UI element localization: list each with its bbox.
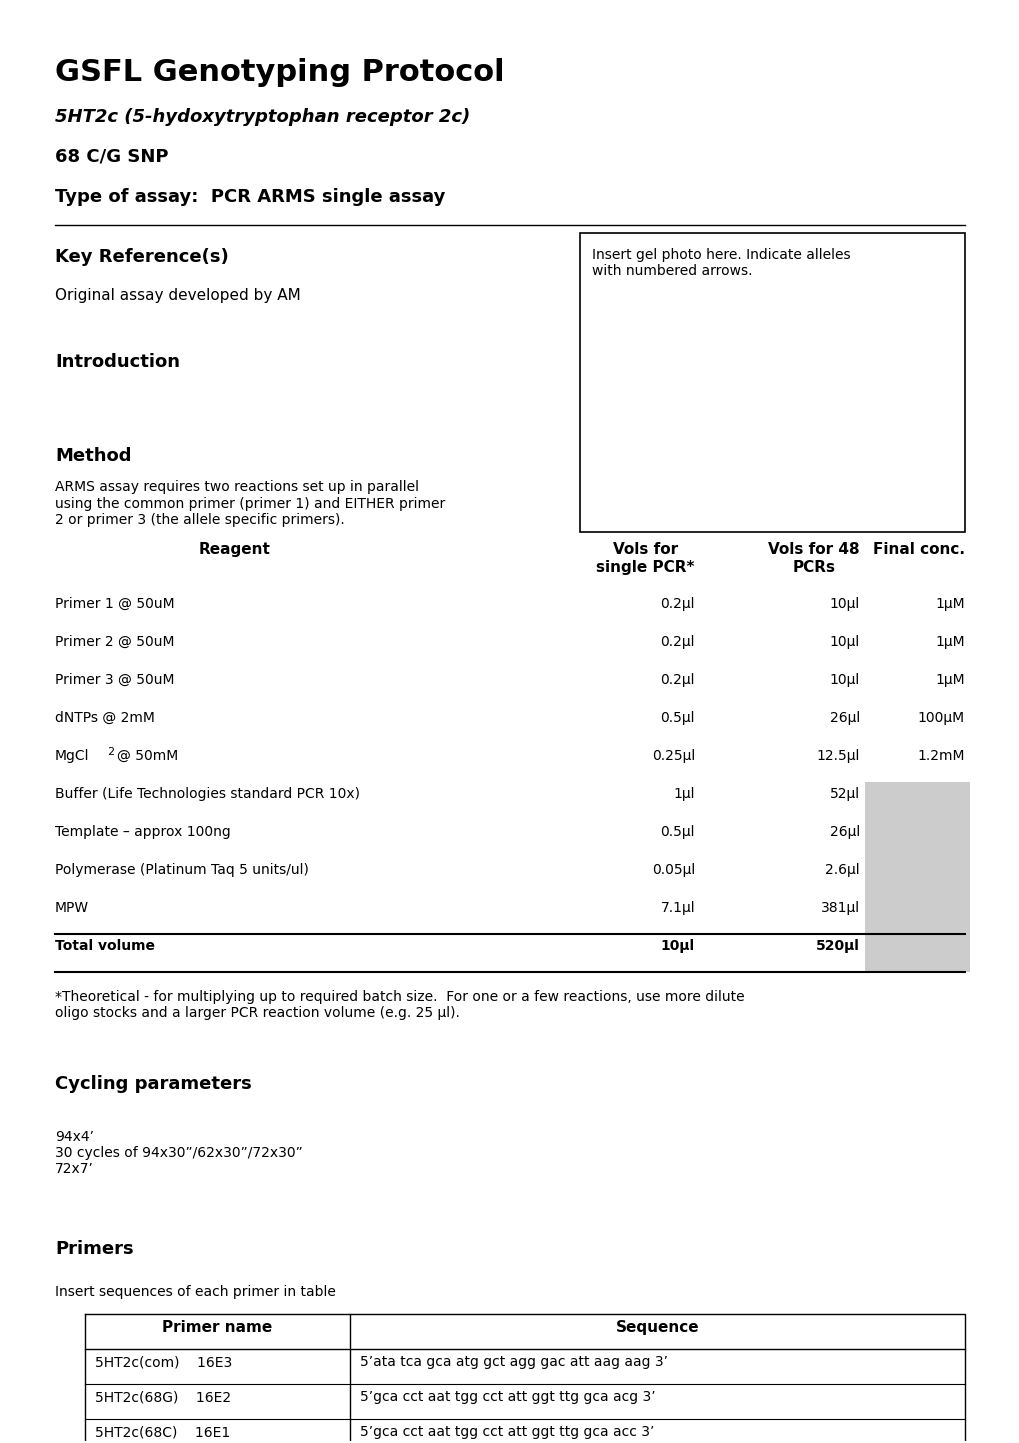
Text: Final conc.: Final conc.: [872, 543, 964, 557]
Text: 0.05μl: 0.05μl: [651, 863, 694, 877]
Text: 0.2μl: 0.2μl: [660, 597, 694, 612]
Text: MPW: MPW: [55, 900, 89, 915]
Text: Template – approx 100ng: Template – approx 100ng: [55, 825, 230, 838]
Text: 1.2mM: 1.2mM: [917, 749, 964, 763]
Text: 5’ata tca gca atg gct agg gac att aag aag 3’: 5’ata tca gca atg gct agg gac att aag aa…: [360, 1355, 667, 1369]
Text: GSFL Genotyping Protocol: GSFL Genotyping Protocol: [55, 58, 504, 87]
Text: @ 50mM: @ 50mM: [117, 749, 178, 763]
Text: 5HT2c (5-hydoxytryptophan receptor 2c): 5HT2c (5-hydoxytryptophan receptor 2c): [55, 108, 470, 126]
Text: Primer 3 @ 50uM: Primer 3 @ 50uM: [55, 674, 174, 687]
Text: 0.5μl: 0.5μl: [660, 825, 694, 838]
Text: *Theoretical - for multiplying up to required batch size.  For one or a few reac: *Theoretical - for multiplying up to req…: [55, 990, 744, 1020]
Text: 0.2μl: 0.2μl: [660, 674, 694, 687]
Text: 10μl: 10μl: [828, 674, 859, 687]
Bar: [864, 782, 969, 820]
Text: Primer 2 @ 50uM: Primer 2 @ 50uM: [55, 635, 174, 649]
Text: Key Reference(s): Key Reference(s): [55, 248, 228, 266]
Text: Polymerase (Platinum Taq 5 units/ul): Polymerase (Platinum Taq 5 units/ul): [55, 863, 309, 877]
Text: 94x4’
30 cycles of 94x30”/62x30”/72x30”
72x7’: 94x4’ 30 cycles of 94x30”/62x30”/72x30” …: [55, 1130, 303, 1176]
Text: Insert sequences of each primer in table: Insert sequences of each primer in table: [55, 1284, 335, 1299]
Text: Buffer (Life Technologies standard PCR 10x): Buffer (Life Technologies standard PCR 1…: [55, 786, 360, 801]
Text: Insert gel photo here. Indicate alleles
with numbered arrows.: Insert gel photo here. Indicate alleles …: [591, 248, 850, 278]
Text: 5’gca cct aat tgg cct att ggt ttg gca acc 3’: 5’gca cct aat tgg cct att ggt ttg gca ac…: [360, 1426, 654, 1439]
Text: Vols for
single PCR*: Vols for single PCR*: [596, 543, 694, 574]
Text: Method: Method: [55, 447, 131, 466]
Text: Total volume: Total volume: [55, 939, 155, 952]
Text: Vols for 48
PCRs: Vols for 48 PCRs: [767, 543, 859, 574]
Text: 5HT2c(68C)    16E1: 5HT2c(68C) 16E1: [95, 1426, 230, 1439]
Text: 1μl: 1μl: [673, 786, 694, 801]
Bar: [864, 934, 969, 973]
Text: Type of assay:  PCR ARMS single assay: Type of assay: PCR ARMS single assay: [55, 188, 445, 206]
Text: Introduction: Introduction: [55, 352, 179, 371]
Text: MgCl: MgCl: [55, 749, 90, 763]
Text: 26μl: 26μl: [828, 825, 859, 838]
Bar: [864, 820, 969, 859]
Text: 0.2μl: 0.2μl: [660, 635, 694, 649]
FancyBboxPatch shape: [580, 232, 964, 532]
Text: dNTPs @ 2mM: dNTPs @ 2mM: [55, 711, 155, 726]
Text: 2.6μl: 2.6μl: [824, 863, 859, 877]
Text: 10μl: 10μl: [660, 939, 694, 952]
Text: Sequence: Sequence: [615, 1320, 699, 1335]
Text: 100μM: 100μM: [917, 711, 964, 726]
Text: Primer name: Primer name: [162, 1320, 272, 1335]
Text: Original assay developed by AM: Original assay developed by AM: [55, 287, 301, 303]
Text: 381μl: 381μl: [820, 900, 859, 915]
Text: Primer 1 @ 50uM: Primer 1 @ 50uM: [55, 597, 174, 612]
Text: 5’gca cct aat tgg cct att ggt ttg gca acg 3’: 5’gca cct aat tgg cct att ggt ttg gca ac…: [360, 1391, 655, 1404]
Text: 520μl: 520μl: [815, 939, 859, 952]
Text: 2: 2: [107, 747, 114, 758]
Text: 26μl: 26μl: [828, 711, 859, 726]
Text: 7.1μl: 7.1μl: [659, 900, 694, 915]
Text: 52μl: 52μl: [829, 786, 859, 801]
Bar: [864, 896, 969, 934]
Text: 0.5μl: 0.5μl: [660, 711, 694, 726]
Text: 1μM: 1μM: [934, 597, 964, 612]
Text: Primers: Primers: [55, 1240, 133, 1257]
Text: 0.25μl: 0.25μl: [651, 749, 694, 763]
Text: 68 C/G SNP: 68 C/G SNP: [55, 147, 168, 166]
Text: 5HT2c(com)    16E3: 5HT2c(com) 16E3: [95, 1355, 232, 1369]
Text: Cycling parameters: Cycling parameters: [55, 1075, 252, 1092]
Text: 1μM: 1μM: [934, 635, 964, 649]
Text: 10μl: 10μl: [828, 635, 859, 649]
Bar: [864, 859, 969, 896]
Text: ARMS assay requires two reactions set up in parallel
using the common primer (pr: ARMS assay requires two reactions set up…: [55, 481, 445, 527]
Text: 12.5μl: 12.5μl: [816, 749, 859, 763]
Text: 1μM: 1μM: [934, 674, 964, 687]
Text: 10μl: 10μl: [828, 597, 859, 612]
Text: 5HT2c(68G)    16E2: 5HT2c(68G) 16E2: [95, 1391, 231, 1404]
Text: Reagent: Reagent: [199, 543, 271, 557]
